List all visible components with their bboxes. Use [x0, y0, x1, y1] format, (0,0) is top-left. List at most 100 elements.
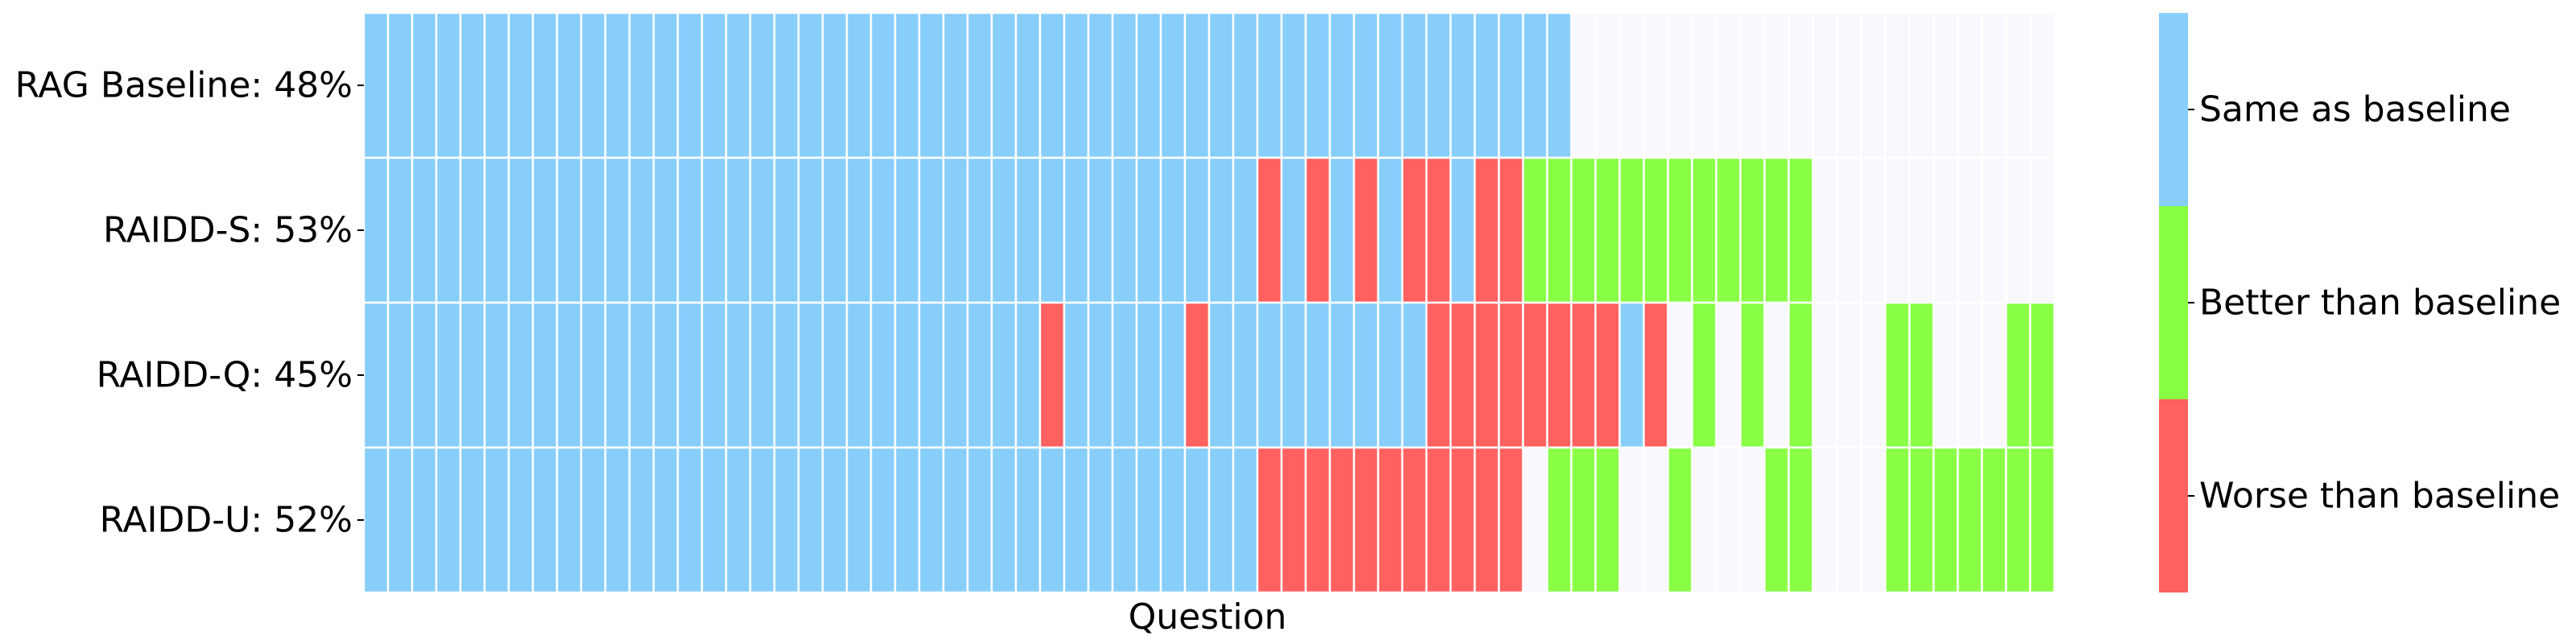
- heatmap-cell-same: [411, 11, 438, 159]
- heatmap-cell-same: [1087, 156, 1114, 304]
- heatmap-cell-empty: [1715, 446, 1742, 594]
- heatmap-cell-empty: [1811, 301, 1839, 449]
- heatmap-cell-better: [1739, 301, 1766, 449]
- heatmap-cell-empty: [1690, 11, 1718, 159]
- heatmap-cell-same: [1232, 301, 1259, 449]
- heatmap-cell-same: [845, 156, 873, 304]
- heatmap-cell-same: [604, 11, 631, 159]
- heatmap-cell-empty: [1860, 301, 1887, 449]
- heatmap-cell-empty: [1811, 11, 1839, 159]
- heatmap-cell-same: [797, 156, 824, 304]
- heatmap-cell-better: [1787, 446, 1814, 594]
- heatmap-cell-same: [555, 11, 583, 159]
- heatmap-cell-same: [894, 446, 921, 594]
- heatmap-cell-empty: [1594, 11, 1621, 159]
- heatmap-cell-same: [724, 301, 752, 449]
- heatmap-cell-better: [2004, 301, 2032, 449]
- heatmap-cell-same: [1159, 446, 1187, 594]
- heatmap-cell-worse: [1328, 446, 1356, 594]
- heatmap-cell-same: [749, 156, 776, 304]
- heatmap-cell-same: [555, 446, 583, 594]
- heatmap-cell-empty: [1811, 446, 1839, 594]
- heatmap-cell-same: [942, 301, 969, 449]
- heatmap-cell-worse: [1401, 446, 1428, 594]
- heatmap-cell-empty: [1956, 301, 1984, 449]
- heatmap-cell-same: [483, 11, 510, 159]
- heatmap-cell-empty: [1884, 11, 1911, 159]
- heatmap-cell-same: [749, 11, 776, 159]
- heatmap-cell-empty: [2004, 11, 2032, 159]
- legend-label: Same as baseline: [2199, 89, 2511, 130]
- heatmap-cell-same: [483, 301, 510, 449]
- heatmap-cell-empty: [1980, 156, 2008, 304]
- heatmap-cell-better: [2029, 446, 2056, 594]
- heatmap-cell-empty: [1835, 156, 1863, 304]
- heatmap-cell-same: [1377, 301, 1404, 449]
- heatmap-cell-same: [483, 446, 510, 594]
- heatmap-cell-same: [1038, 11, 1066, 159]
- heatmap-cell-better: [1521, 156, 1549, 304]
- heatmap-cell-same: [435, 11, 462, 159]
- heatmap-cell-same: [1135, 156, 1162, 304]
- heatmap-cell-worse: [1497, 156, 1525, 304]
- heatmap-cell-same: [459, 446, 486, 594]
- heatmap-cell-same: [531, 156, 559, 304]
- heatmap-cell-better: [1618, 156, 1645, 304]
- heatmap-cell-same: [386, 301, 414, 449]
- heatmap-cell-same: [1425, 11, 1452, 159]
- heatmap-cell-same: [1014, 446, 1042, 594]
- heatmap-cell-empty: [1835, 446, 1863, 594]
- heatmap-cell-better: [1546, 156, 1573, 304]
- heatmap-cell-same: [1232, 156, 1259, 304]
- heatmap-cell-worse: [1473, 156, 1501, 304]
- legend-label: Worse than baseline: [2199, 476, 2560, 517]
- heatmap-cell-worse: [1377, 446, 1404, 594]
- heatmap-cell-same: [1183, 446, 1211, 594]
- heatmap-cell-same: [1401, 301, 1428, 449]
- heatmap-cell-same: [1159, 156, 1187, 304]
- heatmap-cell-same: [700, 301, 728, 449]
- heatmap-cell-same: [724, 446, 752, 594]
- heatmap-cell-better: [1570, 156, 1597, 304]
- heatmap-cell-worse: [1038, 301, 1066, 449]
- heatmap-cell-better: [1956, 446, 1984, 594]
- heatmap-cell-same: [507, 156, 535, 304]
- heatmap-cell-same: [1135, 11, 1162, 159]
- heatmap-cell-better: [1908, 446, 1935, 594]
- legend-swatch: [2159, 399, 2188, 592]
- heatmap-cell-same: [773, 446, 800, 594]
- heatmap-cell-empty: [2029, 156, 2056, 304]
- heatmap-cell-better: [1739, 156, 1766, 304]
- heatmap-cell-same: [362, 156, 390, 304]
- legend-swatch: [2159, 206, 2188, 399]
- heatmap-cell-same: [1063, 156, 1090, 304]
- heatmap-cell-same: [966, 11, 993, 159]
- heatmap-cell-same: [676, 446, 704, 594]
- heatmap-cell-same: [942, 446, 969, 594]
- heatmap-cell-same: [1256, 301, 1283, 449]
- heatmap-cell-same: [1111, 301, 1138, 449]
- heatmap-cell-better: [1763, 156, 1790, 304]
- heatmap-cell-same: [869, 301, 897, 449]
- heatmap-cell-better: [1690, 301, 1718, 449]
- heatmap-cell-same: [1208, 446, 1235, 594]
- heatmap-cell-worse: [1449, 301, 1476, 449]
- heatmap-cell-better: [1884, 446, 1911, 594]
- heatmap-cell-same: [411, 156, 438, 304]
- heatmap-cell-empty: [1763, 301, 1790, 449]
- heatmap-cell-better: [1666, 156, 1694, 304]
- heatmap-cell-empty: [1787, 11, 1814, 159]
- heatmap-cell-same: [1087, 446, 1114, 594]
- heatmap-cell-empty: [2029, 11, 2056, 159]
- heatmap-cell-same: [821, 446, 848, 594]
- heatmap-cell-same: [942, 156, 969, 304]
- heatmap-cell-worse: [1594, 301, 1621, 449]
- heatmap-cell-same: [845, 11, 873, 159]
- heatmap-cell-same: [507, 446, 535, 594]
- heatmap-cell-same: [652, 156, 679, 304]
- heatmap-cell-same: [1232, 446, 1259, 594]
- x-axis-label: Question: [1129, 597, 1287, 638]
- heatmap-cell-empty: [1884, 156, 1911, 304]
- heatmap-cell-same: [531, 11, 559, 159]
